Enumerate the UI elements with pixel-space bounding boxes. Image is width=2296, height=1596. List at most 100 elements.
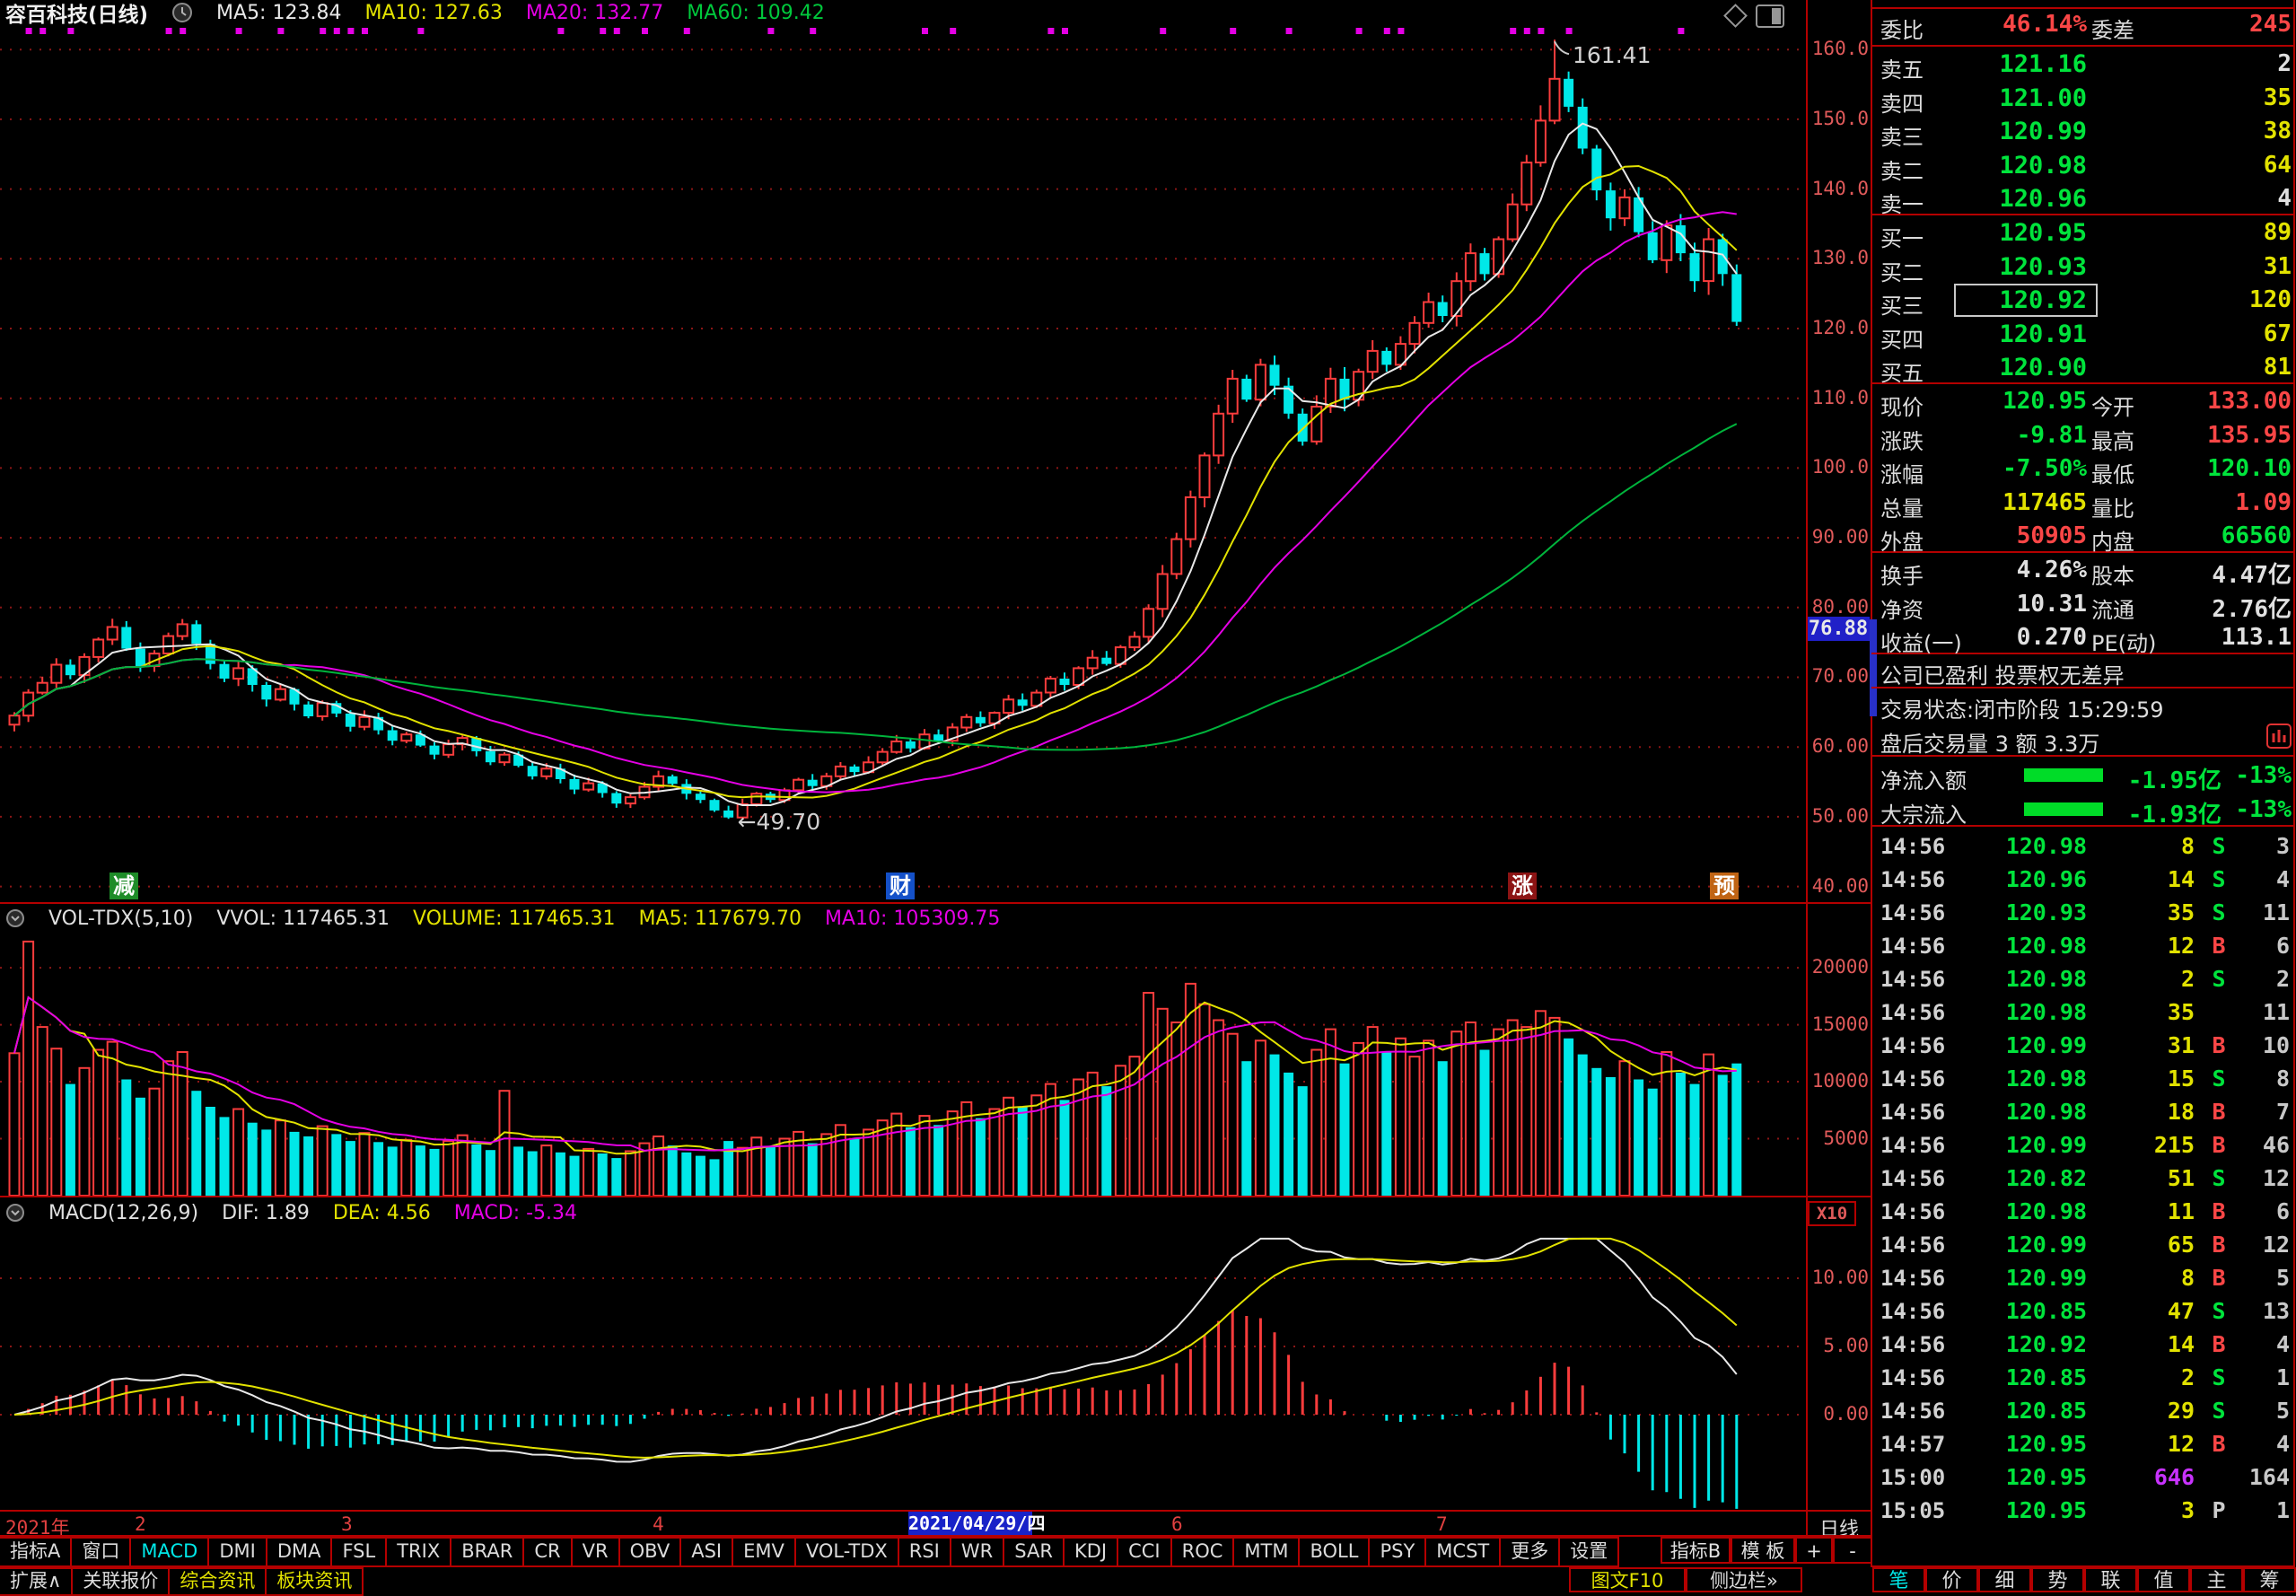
tick-time: 14:56	[1880, 1232, 1946, 1258]
extension-button-综合资讯[interactable]: 综合资讯	[168, 1567, 267, 1596]
toolbar-button--[interactable]: -	[1833, 1537, 1872, 1564]
weicha-label: 委差	[2091, 18, 2134, 43]
panel-scrollbar[interactable]	[1870, 619, 1877, 716]
panel-tab-筹[interactable]: 筹	[2243, 1567, 2296, 1592]
panel-separator	[1871, 551, 2294, 553]
buy-level-price[interactable]: 120.90	[1999, 354, 2087, 382]
panel-tab-势[interactable]: 势	[2031, 1567, 2084, 1592]
sell-level-volume: 2	[2277, 50, 2292, 77]
indicator-button-MTM[interactable]: MTM	[1232, 1537, 1301, 1567]
tick-lots: 8	[2180, 1265, 2195, 1291]
tick-price: 120.95	[2005, 1431, 2087, 1457]
toolbar-button-指标B[interactable]: 指标B	[1661, 1537, 1731, 1564]
diamond-icon[interactable]	[1723, 4, 1748, 28]
panel-tab-笔[interactable]: 笔	[1872, 1567, 1925, 1592]
extension-button-板块资讯[interactable]: 板块资讯	[265, 1567, 364, 1596]
toolbar-button-+[interactable]: +	[1795, 1537, 1833, 1564]
date-axis: 2021年 2 3 4 6 7 2021/04/29/四	[0, 1512, 1872, 1539]
panel-tab-联[interactable]: 联	[2084, 1567, 2137, 1592]
indicator-button-VR[interactable]: VR	[570, 1537, 620, 1567]
fund-row-value2: 4.47亿	[2212, 562, 2292, 589]
panel-toggle-icon[interactable]	[1756, 4, 1784, 28]
selected-date[interactable]: 2021/04/29/四	[908, 1512, 1046, 1535]
tick-time: 14:56	[1880, 1166, 1946, 1191]
indicator-button-MACD[interactable]: MACD	[129, 1537, 210, 1567]
indicator-button-BRAR[interactable]: BRAR	[450, 1537, 525, 1567]
sell-level-price[interactable]: 121.16	[1999, 50, 2087, 78]
indicator-button-SAR[interactable]: SAR	[1003, 1537, 1065, 1567]
event-flag[interactable]: 减	[110, 873, 138, 899]
indicator-button-FSL[interactable]: FSL	[330, 1537, 388, 1567]
macd-value-2: DEA: 4.56	[332, 1201, 431, 1224]
indicator-button-DMA[interactable]: DMA	[265, 1537, 333, 1567]
stock-title: 容百科技(日线)	[5, 4, 149, 27]
tick-count: 6	[2275, 933, 2290, 959]
panel-separator	[1871, 1565, 2294, 1567]
indicator-button-设置[interactable]: 设置	[1558, 1537, 1620, 1567]
vol-value-2: VOLUME: 117465.31	[413, 907, 616, 930]
indicator-button-RSI[interactable]: RSI	[897, 1537, 951, 1567]
bar-chart-icon[interactable]	[2266, 723, 2292, 749]
tick-count: 7	[2275, 1099, 2290, 1125]
indicator-button-EMV[interactable]: EMV	[732, 1537, 796, 1567]
event-flag[interactable]: 财	[886, 873, 915, 899]
buy-level-price[interactable]: 120.93	[1999, 252, 2087, 281]
indicator-button-DMI[interactable]: DMI	[207, 1537, 267, 1567]
tick-count: 2	[2275, 966, 2290, 992]
sell-level-price[interactable]: 120.96	[1999, 185, 2087, 214]
macd-chart[interactable]	[0, 1234, 1806, 1510]
panel-tab-价[interactable]: 价	[1925, 1567, 1978, 1592]
event-flag[interactable]: 预	[1710, 873, 1739, 899]
volume-chart[interactable]	[0, 934, 1806, 1196]
collapse-icon[interactable]	[5, 1203, 25, 1223]
tick-lots: 11	[2167, 1198, 2195, 1224]
indicator-button-ASI[interactable]: ASI	[679, 1537, 734, 1567]
sell-level-price[interactable]: 120.98	[1999, 151, 2087, 180]
tick-price: 120.98	[2005, 966, 2087, 992]
ma-value-1: MA10: 127.63	[364, 1, 503, 24]
indicator-button-ROC[interactable]: ROC	[1170, 1537, 1235, 1567]
tick-price: 120.98	[2005, 933, 2087, 959]
indicator-button-KDJ[interactable]: KDJ	[1062, 1537, 1119, 1567]
tick-lots: 29	[2167, 1398, 2195, 1424]
event-flag[interactable]: 涨	[1508, 873, 1537, 899]
buy-level-label: 买一	[1880, 226, 1924, 251]
fund-row-label2: PE(动)	[2091, 631, 2157, 657]
indicator-button-MCST[interactable]: MCST	[1424, 1537, 1502, 1567]
vol-value-1: VVOL: 117465.31	[216, 907, 390, 930]
indicator-button-CR[interactable]: CR	[522, 1537, 573, 1567]
indicator-button-WR[interactable]: WR	[949, 1537, 1005, 1567]
toolbar-button-侧边栏»[interactable]: 侧边栏»	[1686, 1567, 1802, 1592]
indicator-button-TRIX[interactable]: TRIX	[385, 1537, 452, 1567]
panel-separator	[1871, 653, 2294, 654]
quote-row-label2: 内盘	[2091, 530, 2134, 556]
indicator-button-CCI[interactable]: CCI	[1117, 1537, 1172, 1567]
indicator-button-VOL-TDX[interactable]: VOL-TDX	[793, 1537, 899, 1567]
kline-chart[interactable]: 161.41 ←49.70	[0, 25, 1806, 904]
indicator-button-更多[interactable]: 更多	[1499, 1537, 1561, 1567]
macd-value-3: MACD: -5.34	[453, 1201, 578, 1224]
collapse-icon[interactable]	[5, 908, 25, 928]
separator	[0, 902, 1872, 904]
sell-level-price[interactable]: 120.99	[1999, 118, 2087, 146]
panel-tab-细[interactable]: 细	[1978, 1567, 2031, 1592]
panel-tab-值[interactable]: 值	[2137, 1567, 2190, 1592]
indicator-button-窗口[interactable]: 窗口	[70, 1537, 132, 1567]
quote-panel: 委比 46.14% 委差 245 卖五 121.16 2 卖四 121.00 35 卖三 120.99…	[1871, 0, 2294, 1567]
buy-level-price[interactable]: 120.95	[1999, 219, 2087, 247]
buy-level-price[interactable]: 120.92	[1999, 286, 2087, 315]
indicator-button-指标A[interactable]: 指标A	[0, 1537, 73, 1567]
sell-level-price[interactable]: 121.00	[1999, 83, 2087, 112]
panel-tab-主[interactable]: 主	[2190, 1567, 2243, 1592]
clock-icon[interactable]	[171, 2, 193, 23]
toolbar-button-模 板[interactable]: 模 板	[1731, 1537, 1795, 1564]
price-tick-label: 160.0	[1811, 38, 1869, 59]
indicator-button-PSY[interactable]: PSY	[1368, 1537, 1427, 1567]
indicator-button-BOLL[interactable]: BOLL	[1298, 1537, 1371, 1567]
buy-level-price[interactable]: 120.91	[1999, 320, 2087, 348]
extension-button-关联报价[interactable]: 关联报价	[71, 1567, 171, 1596]
extension-button-扩展∧[interactable]: 扩展∧	[0, 1567, 74, 1596]
indicator-button-OBV[interactable]: OBV	[618, 1537, 682, 1567]
toolbar-button-图文F10[interactable]: 图文F10	[1569, 1567, 1686, 1592]
tick-price: 120.99	[2005, 1265, 2087, 1291]
